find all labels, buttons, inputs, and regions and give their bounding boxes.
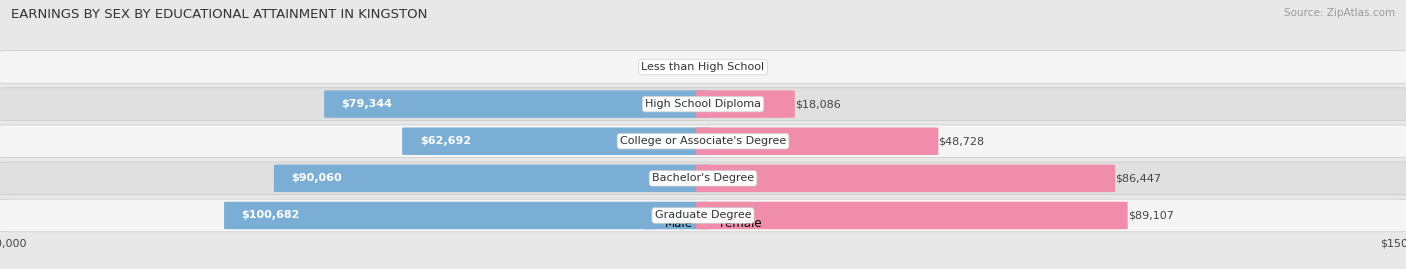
Text: College or Associate's Degree: College or Associate's Degree bbox=[620, 136, 786, 146]
Text: $48,728: $48,728 bbox=[938, 136, 984, 146]
Text: $79,344: $79,344 bbox=[342, 99, 392, 109]
Text: $86,447: $86,447 bbox=[1115, 173, 1161, 183]
Text: Graduate Degree: Graduate Degree bbox=[655, 210, 751, 221]
Text: Bachelor's Degree: Bachelor's Degree bbox=[652, 173, 754, 183]
FancyBboxPatch shape bbox=[402, 128, 710, 155]
FancyBboxPatch shape bbox=[0, 125, 1406, 158]
Text: $100,682: $100,682 bbox=[242, 210, 299, 221]
Text: Less than High School: Less than High School bbox=[641, 62, 765, 72]
Text: EARNINGS BY SEX BY EDUCATIONAL ATTAINMENT IN KINGSTON: EARNINGS BY SEX BY EDUCATIONAL ATTAINMEN… bbox=[11, 8, 427, 21]
Text: $89,107: $89,107 bbox=[1128, 210, 1174, 221]
FancyBboxPatch shape bbox=[0, 88, 1406, 121]
Legend: Male, Female: Male, Female bbox=[644, 217, 762, 230]
Text: High School Diploma: High School Diploma bbox=[645, 99, 761, 109]
FancyBboxPatch shape bbox=[0, 162, 1406, 195]
FancyBboxPatch shape bbox=[0, 51, 1406, 83]
FancyBboxPatch shape bbox=[224, 202, 710, 229]
FancyBboxPatch shape bbox=[696, 202, 1128, 229]
Text: Source: ZipAtlas.com: Source: ZipAtlas.com bbox=[1284, 8, 1395, 18]
FancyBboxPatch shape bbox=[274, 165, 710, 192]
Text: $0: $0 bbox=[682, 62, 696, 72]
Text: $90,060: $90,060 bbox=[291, 173, 342, 183]
FancyBboxPatch shape bbox=[696, 128, 938, 155]
FancyBboxPatch shape bbox=[0, 199, 1406, 232]
FancyBboxPatch shape bbox=[696, 165, 1115, 192]
FancyBboxPatch shape bbox=[325, 90, 710, 118]
Text: $18,086: $18,086 bbox=[794, 99, 841, 109]
Text: $0: $0 bbox=[710, 62, 724, 72]
Text: $62,692: $62,692 bbox=[420, 136, 471, 146]
FancyBboxPatch shape bbox=[696, 90, 794, 118]
